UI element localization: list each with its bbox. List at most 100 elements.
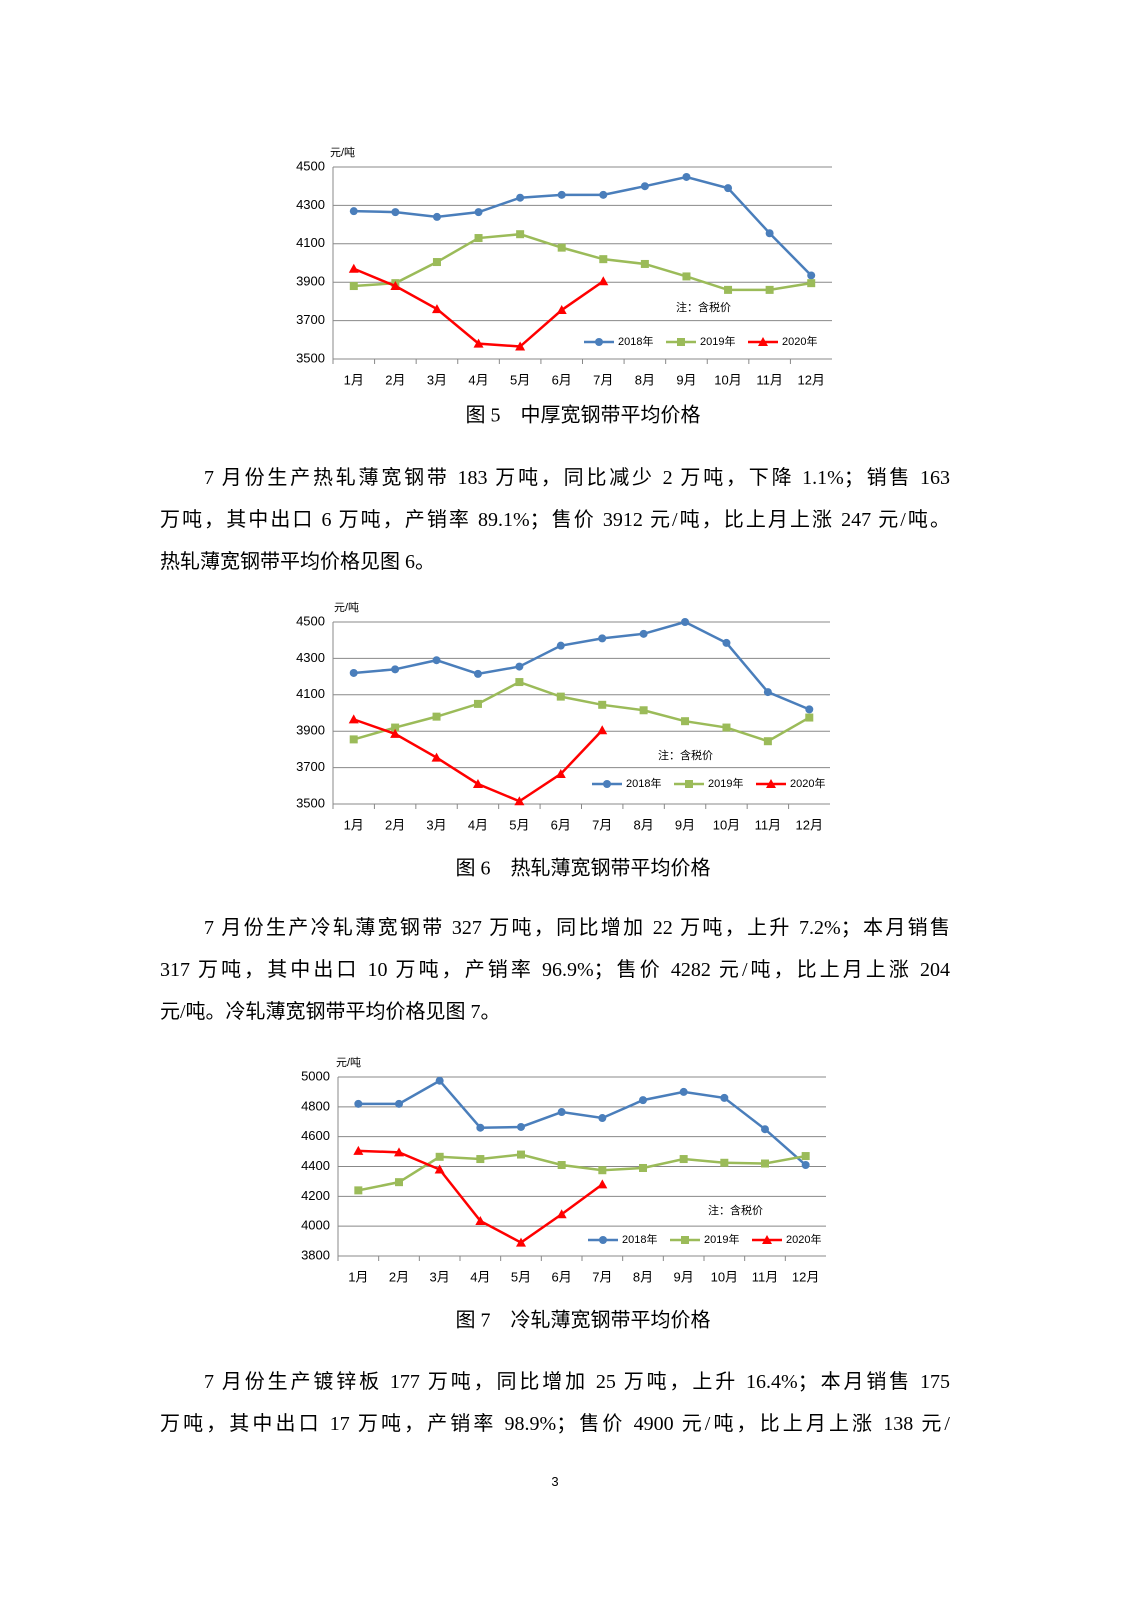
marker [391, 665, 400, 674]
marker [598, 1166, 607, 1175]
series-line [353, 267, 605, 348]
note: 注：含税价 [708, 1203, 763, 1217]
marker [598, 1114, 607, 1123]
marker [720, 1158, 729, 1167]
legend-label: 2019年 [700, 334, 735, 348]
marker [472, 778, 483, 788]
legend-label: 2018年 [622, 1232, 657, 1246]
text-line: 317 万吨，其中出口 10 万吨，产销率 96.9%；售价 4282 元/吨，… [160, 959, 950, 981]
x-tick-label: 11月 [755, 817, 782, 832]
marker [677, 338, 685, 346]
x-tick-label: 7月 [593, 372, 613, 387]
marker [432, 212, 441, 221]
marker [475, 1215, 486, 1225]
marker [435, 1076, 444, 1085]
y-tick-label: 3500 [296, 795, 325, 810]
marker [349, 668, 358, 677]
marker [758, 337, 768, 346]
x-tick-label: 6月 [552, 1269, 572, 1284]
marker [640, 182, 649, 191]
marker [349, 735, 358, 744]
marker [431, 304, 442, 314]
y-tick-label: 4400 [301, 1158, 330, 1173]
marker [598, 634, 607, 643]
marker [724, 285, 733, 294]
marker [679, 1087, 688, 1096]
marker [595, 338, 603, 346]
marker [639, 629, 648, 638]
x-tick-label: 3月 [426, 817, 446, 832]
marker [598, 276, 609, 286]
series-line [353, 175, 813, 277]
legend-label: 2019年 [708, 776, 743, 790]
marker [514, 796, 525, 806]
x-tick-label: 8月 [635, 372, 655, 387]
marker [434, 1164, 445, 1174]
marker [639, 1096, 647, 1105]
marker [391, 208, 400, 217]
marker [722, 638, 731, 647]
y-tick-label: 5000 [301, 1068, 330, 1083]
marker [353, 1145, 364, 1155]
text-line: 7 月份生产冷轧薄宽钢带 327 万吨，同比增加 22 万吨，上升 7.2%；本… [204, 917, 950, 939]
x-tick-label: 12月 [796, 817, 823, 832]
x-tick-label: 9月 [676, 372, 696, 387]
marker [805, 705, 814, 714]
x-tick-label: 1月 [344, 817, 364, 832]
marker [640, 259, 649, 268]
y-tick-label: 3700 [296, 759, 325, 774]
y-tick-label: 4100 [296, 686, 325, 701]
caption: 图 7 冷轧薄宽钢带平均价格 [456, 1309, 711, 1332]
marker [476, 1155, 485, 1164]
x-tick-label: 4月 [470, 1269, 490, 1284]
marker [603, 780, 611, 788]
marker [761, 1125, 769, 1134]
marker [801, 1161, 810, 1170]
marker [390, 281, 401, 291]
marker [473, 699, 482, 708]
page-number: 3 [551, 1474, 559, 1489]
x-tick-label: 3月 [427, 372, 447, 387]
unit-label: 元/吨 [336, 1056, 361, 1069]
marker [597, 1179, 608, 1189]
marker [516, 230, 525, 239]
x-tick-label: 12月 [797, 372, 824, 387]
marker [432, 712, 441, 721]
marker [679, 1155, 688, 1164]
series-line [353, 680, 810, 743]
marker [765, 285, 774, 294]
marker [599, 190, 608, 199]
x-tick-label: 1月 [348, 1269, 368, 1284]
marker [682, 272, 691, 281]
x-tick-label: 7月 [592, 817, 612, 832]
marker [556, 692, 565, 701]
marker [431, 752, 442, 762]
marker [515, 662, 524, 671]
x-tick-label: 8月 [634, 817, 654, 832]
marker [354, 1099, 363, 1108]
y-tick-label: 3700 [296, 312, 325, 327]
series-line [358, 1079, 807, 1166]
x-tick-label: 4月 [468, 372, 488, 387]
x-tick-label: 2月 [389, 1269, 409, 1284]
marker [765, 229, 774, 238]
marker [354, 1186, 363, 1195]
y-tick-label: 4600 [301, 1128, 330, 1143]
legend-label: 2019年 [704, 1232, 739, 1246]
y-tick-label: 4000 [301, 1218, 330, 1233]
marker [394, 1147, 404, 1157]
marker [556, 1209, 567, 1219]
y-tick-label: 3800 [301, 1247, 330, 1262]
unit-label: 元/吨 [334, 601, 359, 614]
marker [516, 1237, 526, 1247]
legend-label: 2020年 [790, 776, 825, 790]
x-tick-label: 5月 [509, 817, 529, 832]
x-tick-label: 12月 [792, 1269, 819, 1284]
marker [722, 723, 731, 732]
x-tick-label: 9月 [675, 817, 695, 832]
marker [801, 1152, 810, 1161]
x-tick-label: 4月 [468, 817, 488, 832]
legend-label: 2018年 [626, 776, 661, 790]
marker [762, 1235, 772, 1244]
